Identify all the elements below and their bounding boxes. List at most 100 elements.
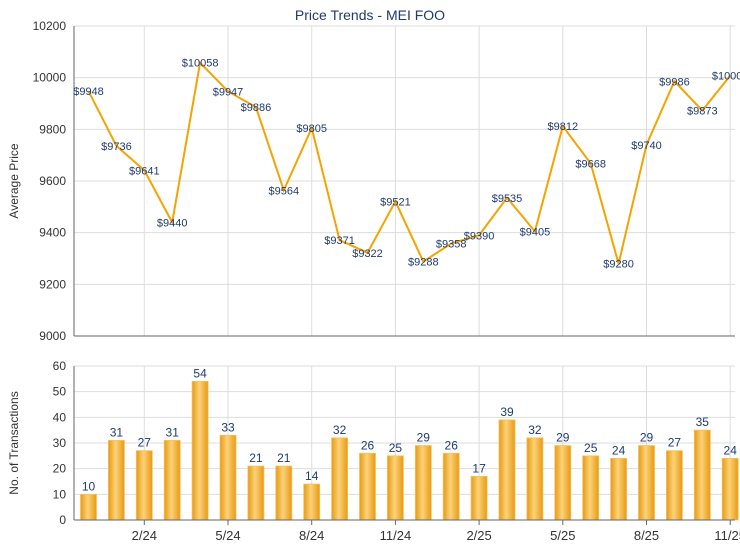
- bar-value-label: 14: [305, 469, 319, 483]
- bar: [219, 434, 237, 521]
- bar-value-label: 29: [417, 431, 431, 445]
- bar: [247, 465, 265, 521]
- bar: [108, 440, 125, 521]
- data-label: $9358: [436, 239, 467, 251]
- bar-value-label: 31: [166, 425, 180, 439]
- bar-value-label: 54: [193, 366, 207, 380]
- bar-value-label: 29: [640, 431, 654, 445]
- bar-value-label: 25: [584, 441, 598, 455]
- bar: [526, 437, 544, 521]
- data-label: $10058: [182, 58, 219, 70]
- data-label: $9736: [101, 141, 132, 153]
- y-tick-label: 10000: [33, 71, 67, 85]
- y-tick-label: 40: [53, 410, 67, 424]
- y-tick-label: 50: [53, 385, 67, 399]
- y-tick-label: 60: [53, 359, 67, 373]
- bar-value-label: 39: [500, 405, 514, 419]
- x-tick-label: 5/25: [550, 528, 575, 543]
- data-label: $9288: [408, 257, 439, 269]
- x-tick-label: 11/24: [380, 528, 412, 543]
- y-tick-label: 30: [53, 436, 67, 450]
- data-label: $9405: [520, 226, 551, 238]
- bar: [331, 437, 349, 521]
- bar-value-label: 31: [110, 425, 124, 439]
- data-label: $9280: [603, 259, 634, 271]
- data-label: $9947: [213, 86, 244, 98]
- x-tick-label: 2/24: [132, 528, 157, 543]
- bar: [721, 457, 739, 521]
- bar-value-label: 24: [612, 443, 626, 457]
- x-tick-label: 11/25: [714, 528, 740, 543]
- data-label: $9805: [296, 123, 327, 135]
- data-label: $9564: [269, 185, 300, 197]
- bar-value-label: 32: [333, 423, 347, 437]
- bar: [303, 483, 321, 521]
- bar: [386, 455, 404, 521]
- y-tick-label: 20: [53, 462, 67, 476]
- x-tick-label: 5/24: [215, 528, 240, 543]
- bar-value-label: 29: [556, 431, 570, 445]
- data-label: $9948: [73, 86, 104, 98]
- data-label: $9371: [324, 235, 355, 247]
- data-label: $9986: [659, 76, 690, 88]
- y-tick-label: 9200: [39, 277, 66, 291]
- bar: [666, 450, 683, 521]
- bar: [442, 452, 460, 521]
- bar: [498, 419, 516, 521]
- x-tick-label: 8/25: [634, 528, 659, 543]
- bar-value-label: 21: [249, 451, 263, 465]
- data-label: $9740: [631, 140, 662, 152]
- data-label: $9440: [157, 217, 188, 229]
- y-tick-label: 10200: [33, 19, 67, 33]
- y-tick-label: 9000: [39, 329, 66, 343]
- y-tick-label: 0: [59, 513, 66, 527]
- bar: [414, 445, 432, 521]
- bar: [135, 450, 153, 521]
- bar: [693, 429, 711, 521]
- data-label: $9390: [464, 230, 495, 242]
- data-label: $9322: [352, 248, 383, 260]
- bar-value-label: 26: [361, 438, 375, 452]
- data-label: $9521: [380, 196, 411, 208]
- data-label: $9812: [548, 121, 579, 133]
- bar-value-label: 24: [724, 443, 738, 457]
- bar: [275, 465, 293, 521]
- bar-value-label: 21: [277, 451, 291, 465]
- y-axis-label-transactions: No. of Transactions: [7, 391, 21, 494]
- y-tick-label: 9800: [39, 122, 66, 136]
- bar: [470, 475, 488, 521]
- bar-value-label: 33: [221, 420, 235, 434]
- y-tick-label: 10: [53, 487, 67, 501]
- bar: [163, 440, 181, 521]
- bar-value-label: 17: [472, 461, 486, 475]
- bar: [554, 445, 572, 521]
- bar-value-label: 35: [696, 415, 710, 429]
- data-label: $9668: [575, 158, 606, 170]
- y-axis-label-price: Average Price: [7, 143, 21, 218]
- data-label: $9886: [241, 102, 272, 114]
- data-label: $9641: [129, 165, 160, 177]
- x-tick-label: 2/25: [466, 528, 491, 543]
- bar: [359, 452, 376, 521]
- bar-value-label: 25: [389, 441, 403, 455]
- data-label: $9535: [492, 193, 523, 205]
- bar: [191, 380, 209, 521]
- bar-value-label: 27: [138, 436, 152, 450]
- bar: [582, 455, 600, 521]
- bar: [80, 493, 97, 521]
- bar: [610, 457, 627, 521]
- y-tick-label: 9600: [39, 174, 66, 188]
- price-line: [87, 60, 731, 264]
- x-tick-label: 8/24: [299, 528, 324, 543]
- bar-value-label: 32: [528, 423, 542, 437]
- bar: [638, 445, 655, 521]
- chart-title: Price Trends - MEI FOO: [295, 7, 445, 23]
- bar-value-label: 26: [445, 438, 459, 452]
- bar-value-label: 27: [668, 436, 682, 450]
- bar-value-label: 10: [82, 479, 96, 493]
- y-tick-label: 9400: [39, 226, 66, 240]
- data-label: $9873: [687, 105, 718, 117]
- data-label: $10008: [712, 71, 740, 83]
